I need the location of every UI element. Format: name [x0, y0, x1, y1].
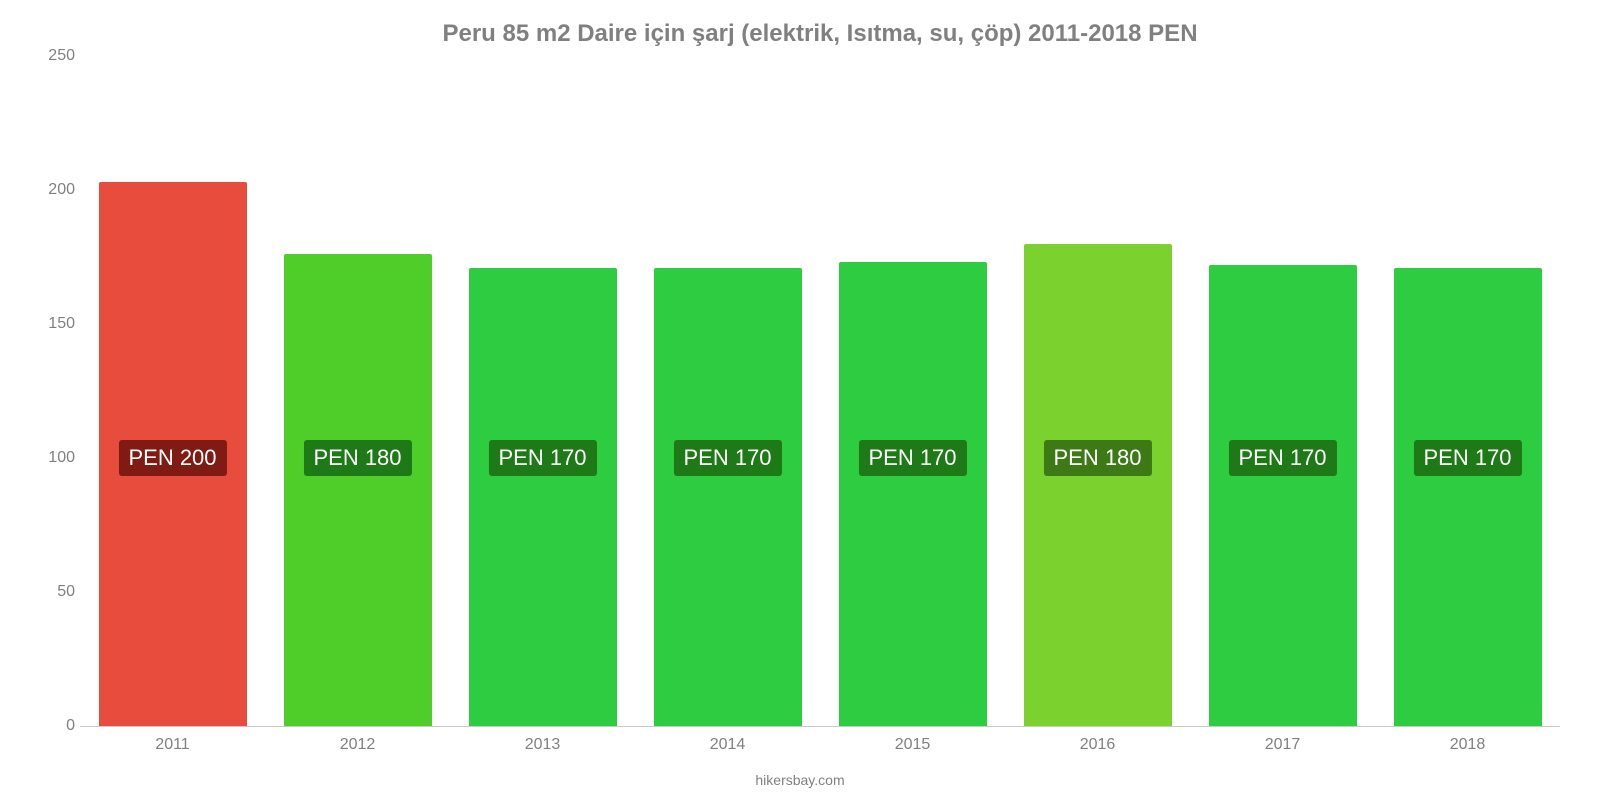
- y-tick: 250: [20, 47, 75, 65]
- bar: [469, 268, 617, 726]
- chart-title: Peru 85 m2 Daire için şarj (elektrik, Is…: [80, 20, 1560, 48]
- bar-value-label: PEN 170: [858, 440, 966, 476]
- bar: [654, 268, 802, 726]
- bar-label-wrap: PEN 170: [488, 440, 596, 476]
- x-axis: 20112012201320142015201620172018: [80, 736, 1560, 754]
- bar-label-wrap: PEN 180: [303, 440, 411, 476]
- x-tick: 2017: [1190, 736, 1375, 754]
- y-tick: 0: [20, 717, 75, 735]
- bar-value-label: PEN 170: [488, 440, 596, 476]
- bar-slot: PEN 170: [450, 56, 635, 726]
- y-tick: 50: [20, 583, 75, 601]
- y-axis: 050100150200250: [20, 56, 75, 726]
- bar-value-label: PEN 170: [1228, 440, 1336, 476]
- bar-slot: PEN 180: [1005, 56, 1190, 726]
- bar: [1394, 268, 1542, 726]
- bar-label-wrap: PEN 180: [1043, 440, 1151, 476]
- bar-value-label: PEN 180: [1043, 440, 1151, 476]
- x-tick: 2014: [635, 736, 820, 754]
- bar: [1024, 244, 1172, 726]
- bar: [839, 262, 987, 726]
- bar-slot: PEN 180: [265, 56, 450, 726]
- x-tick: 2012: [265, 736, 450, 754]
- bar-chart: Peru 85 m2 Daire için şarj (elektrik, Is…: [0, 0, 1600, 800]
- y-tick: 150: [20, 315, 75, 333]
- x-tick: 2015: [820, 736, 1005, 754]
- plot-area: 050100150200250 PEN 200PEN 180PEN 170PEN…: [80, 56, 1560, 726]
- bar-value-label: PEN 170: [673, 440, 781, 476]
- bar-label-wrap: PEN 170: [673, 440, 781, 476]
- bar-label-wrap: PEN 200: [118, 440, 226, 476]
- bar-label-wrap: PEN 170: [1413, 440, 1521, 476]
- bar-slot: PEN 170: [1190, 56, 1375, 726]
- bar: [284, 254, 432, 726]
- bar-value-label: PEN 200: [118, 440, 226, 476]
- bars-row: PEN 200 PEN 180 PEN 170 PEN 170 PEN 170 PEN 1…: [80, 56, 1560, 726]
- bar-slot: PEN 170: [635, 56, 820, 726]
- bar-slot: PEN 200: [80, 56, 265, 726]
- bar-value-label: PEN 170: [1413, 440, 1521, 476]
- x-tick: 2016: [1005, 736, 1190, 754]
- bar-value-label: PEN 180: [303, 440, 411, 476]
- x-tick: 2013: [450, 736, 635, 754]
- bar-label-wrap: PEN 170: [1228, 440, 1336, 476]
- y-tick: 200: [20, 181, 75, 199]
- x-tick: 2011: [80, 736, 265, 754]
- baseline: [80, 726, 1560, 727]
- bar-slot: PEN 170: [1375, 56, 1560, 726]
- source-text: hikersbay.com: [0, 772, 1600, 788]
- y-tick: 100: [20, 449, 75, 467]
- bar-label-wrap: PEN 170: [858, 440, 966, 476]
- bar-slot: PEN 170: [820, 56, 1005, 726]
- bar: [1209, 265, 1357, 726]
- x-tick: 2018: [1375, 736, 1560, 754]
